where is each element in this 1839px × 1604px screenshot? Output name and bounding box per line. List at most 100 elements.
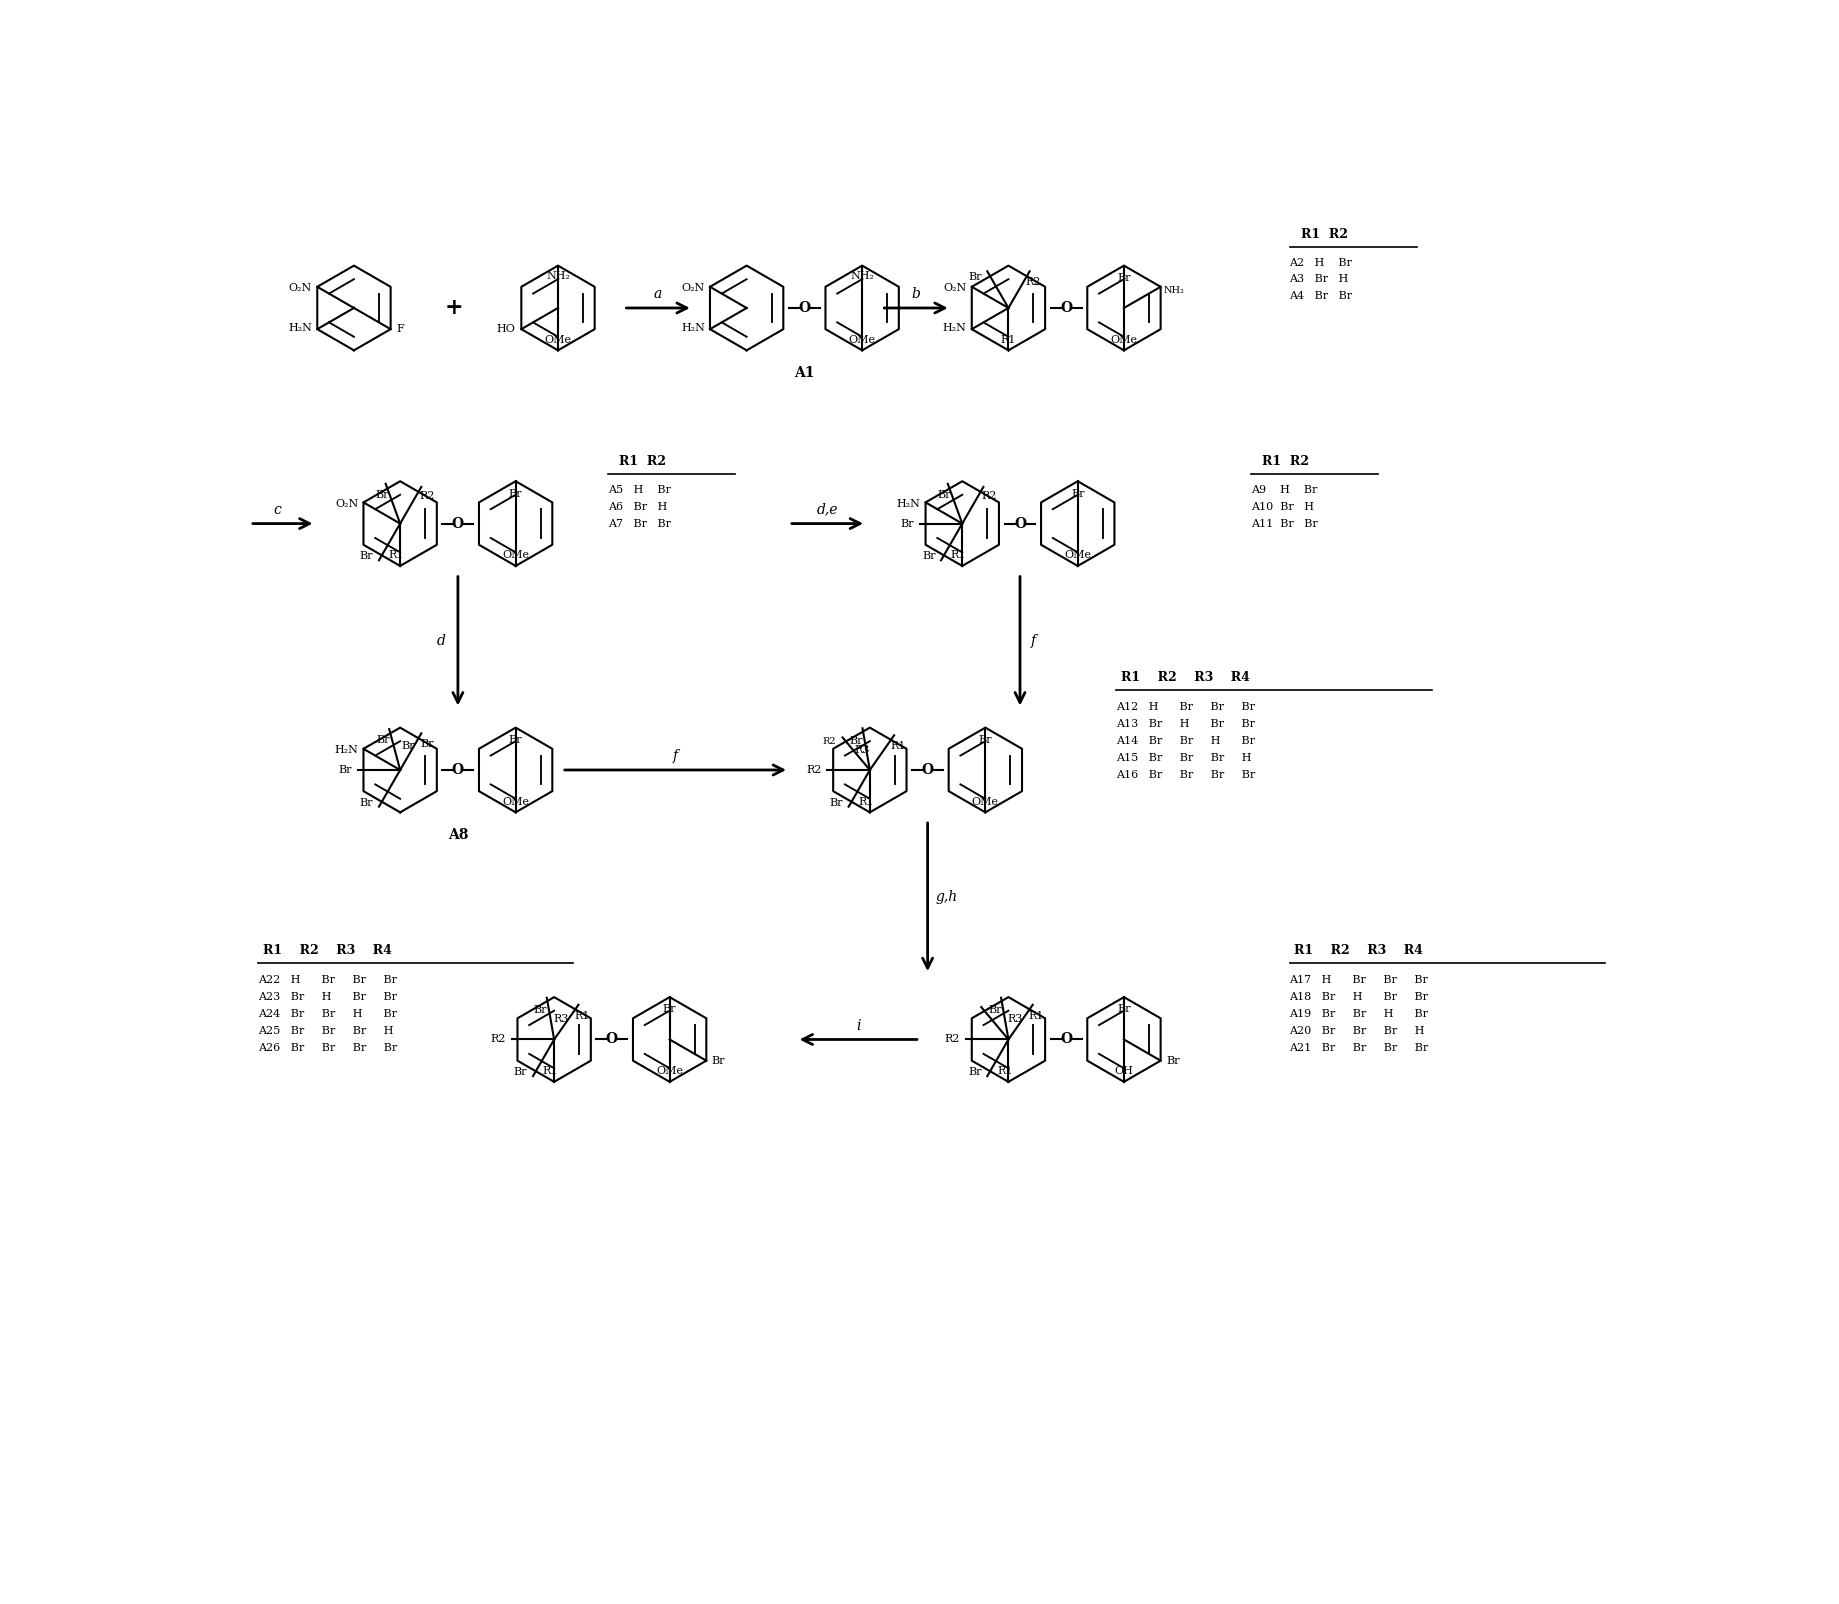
- Text: H₂N: H₂N: [680, 322, 704, 332]
- Text: A25   Br     Br     Br     H: A25 Br Br Br H: [257, 1027, 394, 1036]
- Text: R1: R1: [951, 550, 965, 560]
- Text: R1  R2: R1 R2: [620, 456, 666, 468]
- Text: R1: R1: [388, 550, 405, 560]
- Text: R3: R3: [554, 1014, 568, 1025]
- Text: Br: Br: [509, 735, 522, 744]
- Text: A20   Br     Br     Br     H: A20 Br Br Br H: [1289, 1027, 1423, 1036]
- Text: Br: Br: [936, 489, 951, 499]
- Text: Br: Br: [513, 1067, 528, 1078]
- Text: Br: Br: [988, 1006, 1000, 1015]
- Text: R3: R3: [853, 744, 870, 755]
- Text: Br: Br: [850, 736, 862, 746]
- Text: O: O: [452, 516, 463, 531]
- Text: i: i: [855, 1019, 861, 1033]
- Text: Br: Br: [1116, 1004, 1131, 1014]
- Text: A17   H      Br     Br     Br: A17 H Br Br Br: [1289, 975, 1427, 985]
- Text: Br: Br: [967, 273, 982, 282]
- Text: R2: R2: [805, 765, 820, 775]
- Text: R1    R2    R3    R4: R1 R2 R3 R4: [1120, 670, 1249, 683]
- Text: g,h: g,h: [936, 890, 958, 905]
- Text: O: O: [605, 1033, 618, 1046]
- Text: R2: R2: [489, 1035, 506, 1044]
- Text: A15   Br     Br     Br     H: A15 Br Br Br H: [1116, 752, 1251, 762]
- Text: O₂N: O₂N: [335, 499, 359, 508]
- Text: R1    R2    R3    R4: R1 R2 R3 R4: [1293, 945, 1422, 958]
- Text: A1: A1: [794, 366, 815, 380]
- Text: Br: Br: [401, 741, 416, 751]
- Text: R1    R2    R3    R4: R1 R2 R3 R4: [263, 945, 392, 958]
- Text: f: f: [1030, 634, 1035, 648]
- Text: +: +: [445, 297, 463, 319]
- Text: A26   Br     Br     Br     Br: A26 Br Br Br Br: [257, 1043, 397, 1052]
- Text: A6   Br   H: A6 Br H: [607, 502, 668, 512]
- Text: A7   Br   Br: A7 Br Br: [607, 518, 671, 529]
- Text: R3: R3: [1006, 1014, 1022, 1025]
- Text: OMe: OMe: [848, 335, 875, 345]
- Text: Br: Br: [338, 765, 351, 775]
- Text: A10  Br   H: A10 Br H: [1251, 502, 1313, 512]
- Text: Br: Br: [533, 1006, 546, 1015]
- Text: OMe: OMe: [544, 335, 572, 345]
- Text: A22   H      Br     Br     Br: A22 H Br Br Br: [257, 975, 397, 985]
- Text: A18   Br     H      Br     Br: A18 Br H Br Br: [1289, 993, 1427, 1002]
- Text: Br: Br: [375, 735, 390, 744]
- Text: R1: R1: [857, 797, 874, 807]
- Text: A23   Br     H      Br     Br: A23 Br H Br Br: [257, 993, 397, 1002]
- Text: Br: Br: [360, 552, 373, 561]
- Text: A16   Br     Br     Br     Br: A16 Br Br Br Br: [1116, 770, 1254, 780]
- Text: Br: Br: [1070, 489, 1083, 499]
- Text: A9    H    Br: A9 H Br: [1251, 484, 1317, 494]
- Text: Br: Br: [712, 1055, 725, 1065]
- Text: NH₂: NH₂: [850, 271, 874, 281]
- Text: O: O: [921, 764, 932, 776]
- Text: OH: OH: [1114, 1067, 1133, 1076]
- Text: H₂N: H₂N: [289, 322, 313, 332]
- Text: OMe: OMe: [502, 550, 530, 560]
- Text: OMe: OMe: [657, 1067, 682, 1076]
- Text: R1  R2: R1 R2: [1262, 456, 1308, 468]
- Text: R2: R2: [419, 491, 436, 500]
- Text: Br: Br: [967, 1067, 982, 1078]
- Text: A11  Br   Br: A11 Br Br: [1251, 518, 1317, 529]
- Text: R1: R1: [997, 1067, 1011, 1076]
- Text: H₂N: H₂N: [942, 322, 965, 332]
- Text: b: b: [910, 287, 920, 302]
- Text: A13   Br     H      Br     Br: A13 Br H Br Br: [1116, 719, 1254, 728]
- Text: HO: HO: [497, 324, 515, 334]
- Text: O: O: [1059, 1033, 1072, 1046]
- Text: Br: Br: [421, 739, 434, 749]
- Text: O₂N: O₂N: [289, 284, 313, 294]
- Text: H₂N: H₂N: [335, 746, 359, 755]
- Text: R1: R1: [890, 741, 905, 751]
- Text: Br: Br: [360, 797, 373, 808]
- Text: O: O: [798, 302, 809, 314]
- Text: A3   Br   H: A3 Br H: [1289, 274, 1348, 284]
- Text: OMe: OMe: [971, 797, 999, 807]
- Text: O: O: [1013, 516, 1026, 531]
- Text: OMe: OMe: [1063, 550, 1091, 560]
- Text: R1: R1: [1028, 1011, 1045, 1020]
- Text: O₂N: O₂N: [943, 284, 965, 294]
- Text: R1: R1: [1000, 335, 1015, 345]
- Text: R2: R2: [943, 1035, 960, 1044]
- Text: Br: Br: [1166, 1055, 1179, 1065]
- Text: A4   Br   Br: A4 Br Br: [1289, 292, 1352, 302]
- Text: R2: R2: [822, 736, 835, 746]
- Text: A5   H    Br: A5 H Br: [607, 484, 671, 494]
- Text: OMe: OMe: [502, 797, 530, 807]
- Text: A19   Br     Br     H      Br: A19 Br Br H Br: [1289, 1009, 1427, 1019]
- Text: R2: R2: [1024, 277, 1041, 287]
- Text: Br: Br: [829, 797, 842, 808]
- Text: R2: R2: [982, 491, 997, 500]
- Text: R1: R1: [574, 1011, 590, 1020]
- Text: H₂N: H₂N: [896, 499, 920, 508]
- Text: A24   Br     Br     H      Br: A24 Br Br H Br: [257, 1009, 397, 1019]
- Text: R1  R2: R1 R2: [1300, 228, 1346, 241]
- Text: F: F: [395, 324, 403, 334]
- Text: d: d: [436, 634, 445, 648]
- Text: a: a: [653, 287, 662, 302]
- Text: Br: Br: [921, 552, 934, 561]
- Text: Br: Br: [978, 735, 991, 744]
- Text: A21   Br     Br     Br     Br: A21 Br Br Br Br: [1289, 1043, 1427, 1052]
- Text: OMe: OMe: [1111, 335, 1137, 345]
